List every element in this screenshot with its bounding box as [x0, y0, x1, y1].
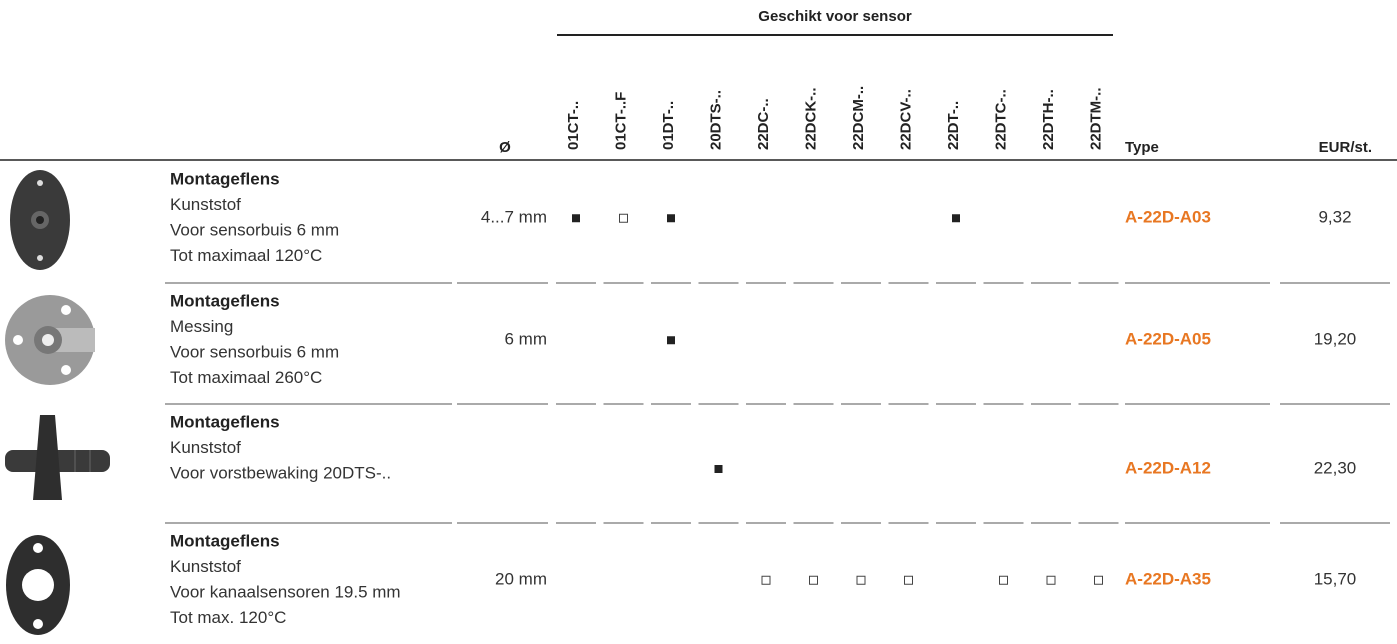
diameter: 20 mm — [495, 570, 547, 589]
sensor-mark — [761, 575, 771, 585]
price: 22,30 — [1314, 458, 1357, 477]
product-name: Montageflens — [170, 412, 280, 431]
type-code: A-22D-A12 — [1125, 458, 1211, 477]
image-2 — [5, 295, 95, 385]
image-1 — [10, 170, 70, 270]
product-name: Montageflens — [170, 531, 280, 550]
sensor-mark — [999, 575, 1008, 585]
price-header: EUR/st. — [1319, 139, 1372, 156]
image-4 — [6, 535, 70, 635]
sensor-mark — [572, 214, 580, 223]
sensor-header: 01CT-.. — [565, 101, 582, 150]
product-detail: Voor vorstbewaking 20DTS-.. — [170, 463, 391, 482]
type-header: Type — [1125, 139, 1159, 156]
sensor-header: 22DTM-.. — [1087, 87, 1104, 150]
sensor-mark — [714, 465, 723, 473]
sensor-header: 22DCK-.. — [802, 87, 819, 150]
diameter: 4...7 mm — [481, 208, 547, 227]
sensor-header: 22DTC-.. — [992, 89, 1009, 150]
sensor-header: 22DTH-.. — [1040, 89, 1057, 150]
price: 9,32 — [1318, 208, 1351, 227]
sensor-header: 20DTS-.. — [707, 90, 724, 150]
product-name: Montageflens — [170, 169, 280, 188]
group-title: Geschikt voor sensor — [758, 8, 912, 25]
sensor-mark — [809, 575, 818, 585]
sensor-header: 22DT-.. — [945, 101, 962, 150]
sensor-mark — [619, 213, 628, 223]
product-detail: Tot maximaal 120°C — [170, 246, 322, 265]
product-detail: Voor kanaalsensoren 19.5 mm — [170, 582, 401, 601]
image-3 — [5, 415, 110, 500]
price: 19,20 — [1314, 330, 1357, 349]
sensor-mark — [1046, 575, 1056, 585]
product-detail: Tot max. 120°C — [170, 608, 286, 627]
sensor-mark — [1094, 575, 1103, 585]
sensor-mark — [856, 575, 866, 585]
product-detail: Voor sensorbuis 6 mm — [170, 342, 339, 361]
product-detail: Voor sensorbuis 6 mm — [170, 220, 339, 239]
product-detail: Kunststof — [170, 557, 241, 576]
product-name: Montageflens — [170, 291, 280, 310]
sensor-header: 22DCM-.. — [850, 86, 867, 150]
sensor-mark — [952, 214, 960, 223]
sensor-header: 22DC-.. — [755, 98, 772, 150]
diameter: 6 mm — [505, 330, 548, 349]
sensor-mark — [667, 214, 675, 223]
product-detail: Tot maximaal 260°C — [170, 368, 322, 387]
sensor-mark — [904, 575, 913, 585]
product-detail: Kunststof — [170, 195, 241, 214]
type-code: A-22D-A35 — [1125, 570, 1211, 589]
sensor-header: 22DCV-.. — [897, 89, 914, 150]
type-code: A-22D-A05 — [1125, 330, 1211, 349]
price: 15,70 — [1314, 570, 1357, 589]
type-code: A-22D-A03 — [1125, 208, 1211, 227]
diameter-header: Ø — [499, 139, 511, 156]
sensor-header: 01CT-..F — [612, 92, 629, 150]
product-detail: Kunststof — [170, 438, 241, 457]
product-detail: Messing — [170, 317, 233, 336]
sensor-mark — [667, 336, 675, 345]
sensor-header: 01DT-.. — [660, 101, 677, 150]
